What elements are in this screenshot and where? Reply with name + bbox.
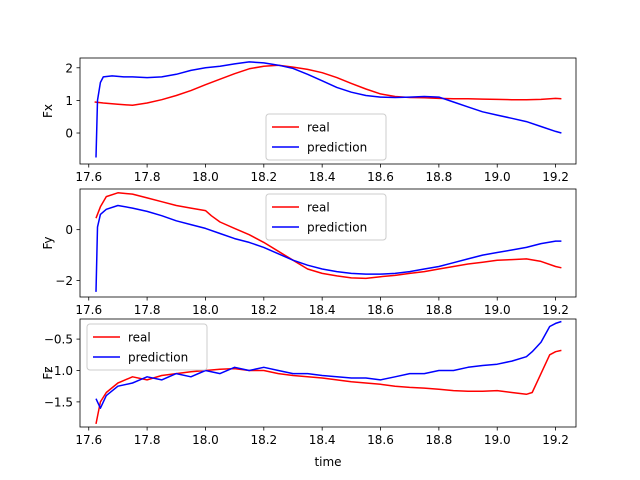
fy-x-tick-label: 18.8 xyxy=(426,303,453,317)
fx-x-tick-label: 18.8 xyxy=(426,170,453,184)
fy-legend-prediction-label: prediction xyxy=(307,221,367,235)
time-axis-label: time xyxy=(314,455,341,469)
fx-x-tick-label: 19.2 xyxy=(542,170,569,184)
fx-x-tick-label: 17.8 xyxy=(134,170,161,184)
fx-x-tick-label: 18.6 xyxy=(367,170,394,184)
fy-x-tick-label: 18.2 xyxy=(250,303,277,317)
fz-axes-frame xyxy=(79,318,577,428)
fz-x-tick-label: 19.2 xyxy=(542,433,569,447)
fz-x-tick-label: 18.8 xyxy=(426,433,453,447)
fy-x-tick-label: 18.4 xyxy=(309,303,336,317)
fz-axis-label: Fz xyxy=(41,366,55,379)
fy-x-tick-label: 18.0 xyxy=(192,303,219,317)
fy-x-tick-label: 19.2 xyxy=(542,303,569,317)
fx-legend-prediction-label: prediction xyxy=(307,141,367,155)
fx-real-line xyxy=(94,64,562,107)
fx-x-tick-label: 19.0 xyxy=(484,170,511,184)
fy-x-tick-label: 17.8 xyxy=(134,303,161,317)
fx-x-tick-label: 18.0 xyxy=(192,170,219,184)
fx-y-tick-label: 1 xyxy=(65,94,73,108)
fx-x-tick-label: 17.6 xyxy=(75,170,102,184)
fz-legend-real-label: real xyxy=(128,331,151,345)
fx-panel: Fx 17.6 17.8 18.0 18.2 18.4 18.6 18.8 19.0 19.2 0… xyxy=(41,57,577,184)
fz-legend-box xyxy=(86,323,208,371)
fx-y-tick-label: 2 xyxy=(65,61,73,75)
fy-legend: real prediction xyxy=(265,193,387,241)
fz-legend-prediction-label: prediction xyxy=(128,351,188,365)
fz-panel: Fz time 17.6 17.8 18.0 18.2 18.4 18.6 18.8 19.0… xyxy=(41,318,577,469)
fy-x-tick-label: 18.6 xyxy=(367,303,394,317)
fy-panel: Fy 17.6 17.8 18.0 18.2 18.4 18.6 18.8 19.0 19.2 −… xyxy=(41,188,577,317)
fy-axes-frame xyxy=(79,188,577,298)
fz-real-line xyxy=(95,349,562,425)
fz-x-tick-label: 18.6 xyxy=(367,433,394,447)
fz-x-tick-label: 19.0 xyxy=(484,433,511,447)
fx-legend: real prediction xyxy=(265,113,387,161)
fx-axis-label: Fx xyxy=(41,104,55,118)
fz-x-tick-label: 18.2 xyxy=(250,433,277,447)
fy-real-line xyxy=(95,192,562,280)
fz-y-tick-label: −0.5 xyxy=(44,333,73,347)
fz-x-tick-label: 18.4 xyxy=(309,433,336,447)
fx-axes-frame xyxy=(79,57,577,165)
fy-legend-real-label: real xyxy=(307,201,330,215)
fx-y-tick-label: 0 xyxy=(65,127,73,141)
fz-legend: real prediction xyxy=(86,323,208,371)
fz-x-tick-label: 17.6 xyxy=(75,433,102,447)
fz-y-tick-label: −1.5 xyxy=(44,395,73,409)
fz-y-tick-label: −1.0 xyxy=(44,364,73,378)
fz-x-tick-label: 17.8 xyxy=(134,433,161,447)
fx-x-tick-label: 18.2 xyxy=(250,170,277,184)
fy-legend-box xyxy=(265,193,387,241)
fy-x-tick-label: 17.6 xyxy=(75,303,102,317)
fx-legend-real-label: real xyxy=(307,121,330,135)
fy-y-tick-label: −2 xyxy=(55,274,73,288)
fx-legend-box xyxy=(265,113,387,161)
fy-prediction-line xyxy=(95,204,562,292)
fz-x-tick-label: 18.0 xyxy=(192,433,219,447)
fy-axis-label: Fy xyxy=(41,237,55,250)
fy-x-tick-label: 19.0 xyxy=(484,303,511,317)
fx-prediction-line xyxy=(95,61,562,158)
fz-prediction-line xyxy=(95,320,562,409)
fx-x-tick-label: 18.4 xyxy=(309,170,336,184)
fy-y-tick-label: 0 xyxy=(65,223,73,237)
